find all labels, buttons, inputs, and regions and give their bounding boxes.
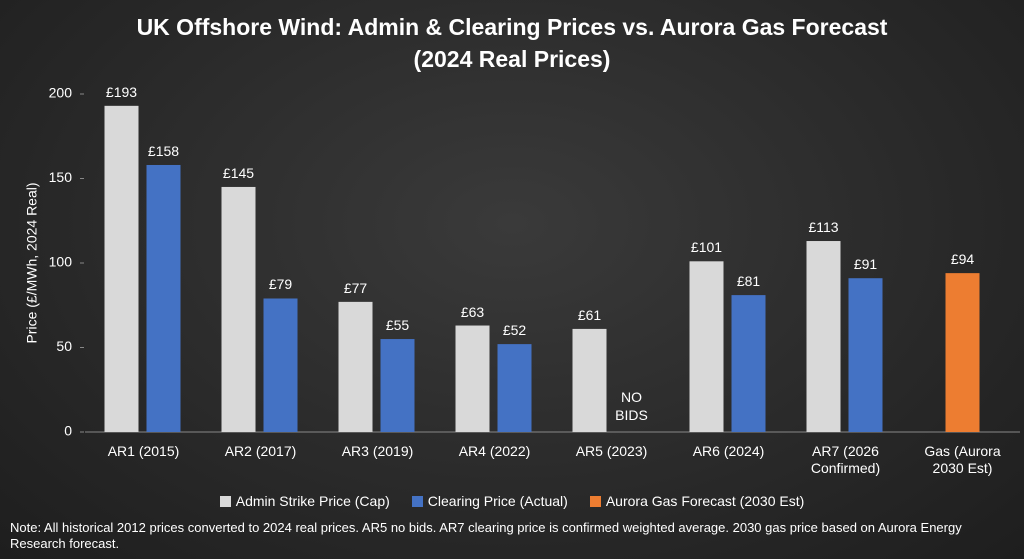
legend: Admin Strike Price (Cap) Clearing Price (… xyxy=(0,493,1024,509)
chart-title: UK Offshore Wind: Admin & Clearing Price… xyxy=(136,14,888,40)
bar xyxy=(689,261,724,432)
legend-label: Aurora Gas Forecast (2030 Est) xyxy=(605,493,805,509)
value-label: £113 xyxy=(808,219,839,236)
bar xyxy=(806,241,841,432)
legend-label: Clearing Price (Actual) xyxy=(427,493,568,509)
x-tick-label: Gas (Aurora 2030 Est) xyxy=(924,443,1001,476)
value-label: £77 xyxy=(343,279,368,296)
value-label: £63 xyxy=(460,303,485,320)
bar xyxy=(945,273,980,432)
bar xyxy=(380,339,415,432)
bar xyxy=(146,164,181,433)
value-label: £94 xyxy=(950,251,975,268)
y-axis-label: Price (£/MWh, 2024 Real) xyxy=(24,182,40,343)
legend-swatch xyxy=(411,495,423,507)
chart-subtitle: (2024 Real Prices) xyxy=(413,46,611,72)
y-tick-label: 0 xyxy=(64,423,72,439)
y-tick-label: 50 xyxy=(56,338,72,354)
bar xyxy=(263,298,298,432)
bar xyxy=(731,295,766,432)
annotation: NO BIDS xyxy=(615,389,648,423)
y-tick-label: 200 xyxy=(49,85,73,101)
x-tick-label: AR7 (2026 Confirmed) xyxy=(810,443,881,476)
bar xyxy=(497,344,532,432)
y-tick-label: 100 xyxy=(49,254,73,270)
value-label: £145 xyxy=(222,164,255,181)
value-label: £52 xyxy=(502,322,527,339)
note: Note: All historical 2012 prices convert… xyxy=(10,520,962,551)
value-label: £55 xyxy=(385,317,410,334)
legend-item: Admin Strike Price (Cap) xyxy=(219,493,390,509)
x-tick-label: AR3 (2019) xyxy=(341,443,414,459)
bar xyxy=(221,186,256,432)
x-tick-label: AR6 (2024) xyxy=(692,443,765,459)
bar xyxy=(848,278,883,432)
x-tick-label: AR4 (2022) xyxy=(458,443,531,459)
legend-item: Clearing Price (Actual) xyxy=(411,493,568,509)
x-tick-label: AR2 (2017) xyxy=(224,443,297,459)
legend-swatch xyxy=(219,495,231,507)
value-label: £158 xyxy=(147,142,180,159)
legend-label: Admin Strike Price (Cap) xyxy=(235,493,390,509)
value-label: £101 xyxy=(690,239,723,256)
x-tick-label: AR1 (2015) xyxy=(107,443,180,459)
x-tick-label: AR5 (2023) xyxy=(575,443,648,459)
bar xyxy=(338,301,373,432)
value-label: £91 xyxy=(853,256,878,273)
legend-swatch xyxy=(589,495,601,507)
bar xyxy=(455,325,490,432)
y-tick-label: 150 xyxy=(49,169,73,185)
bar xyxy=(104,105,139,432)
legend-item: Aurora Gas Forecast (2030 Est) xyxy=(589,493,805,509)
value-label: £61 xyxy=(577,306,602,323)
value-label: £79 xyxy=(268,276,293,293)
value-label: £81 xyxy=(736,273,761,290)
bar xyxy=(572,328,607,432)
value-label: £193 xyxy=(105,83,138,100)
